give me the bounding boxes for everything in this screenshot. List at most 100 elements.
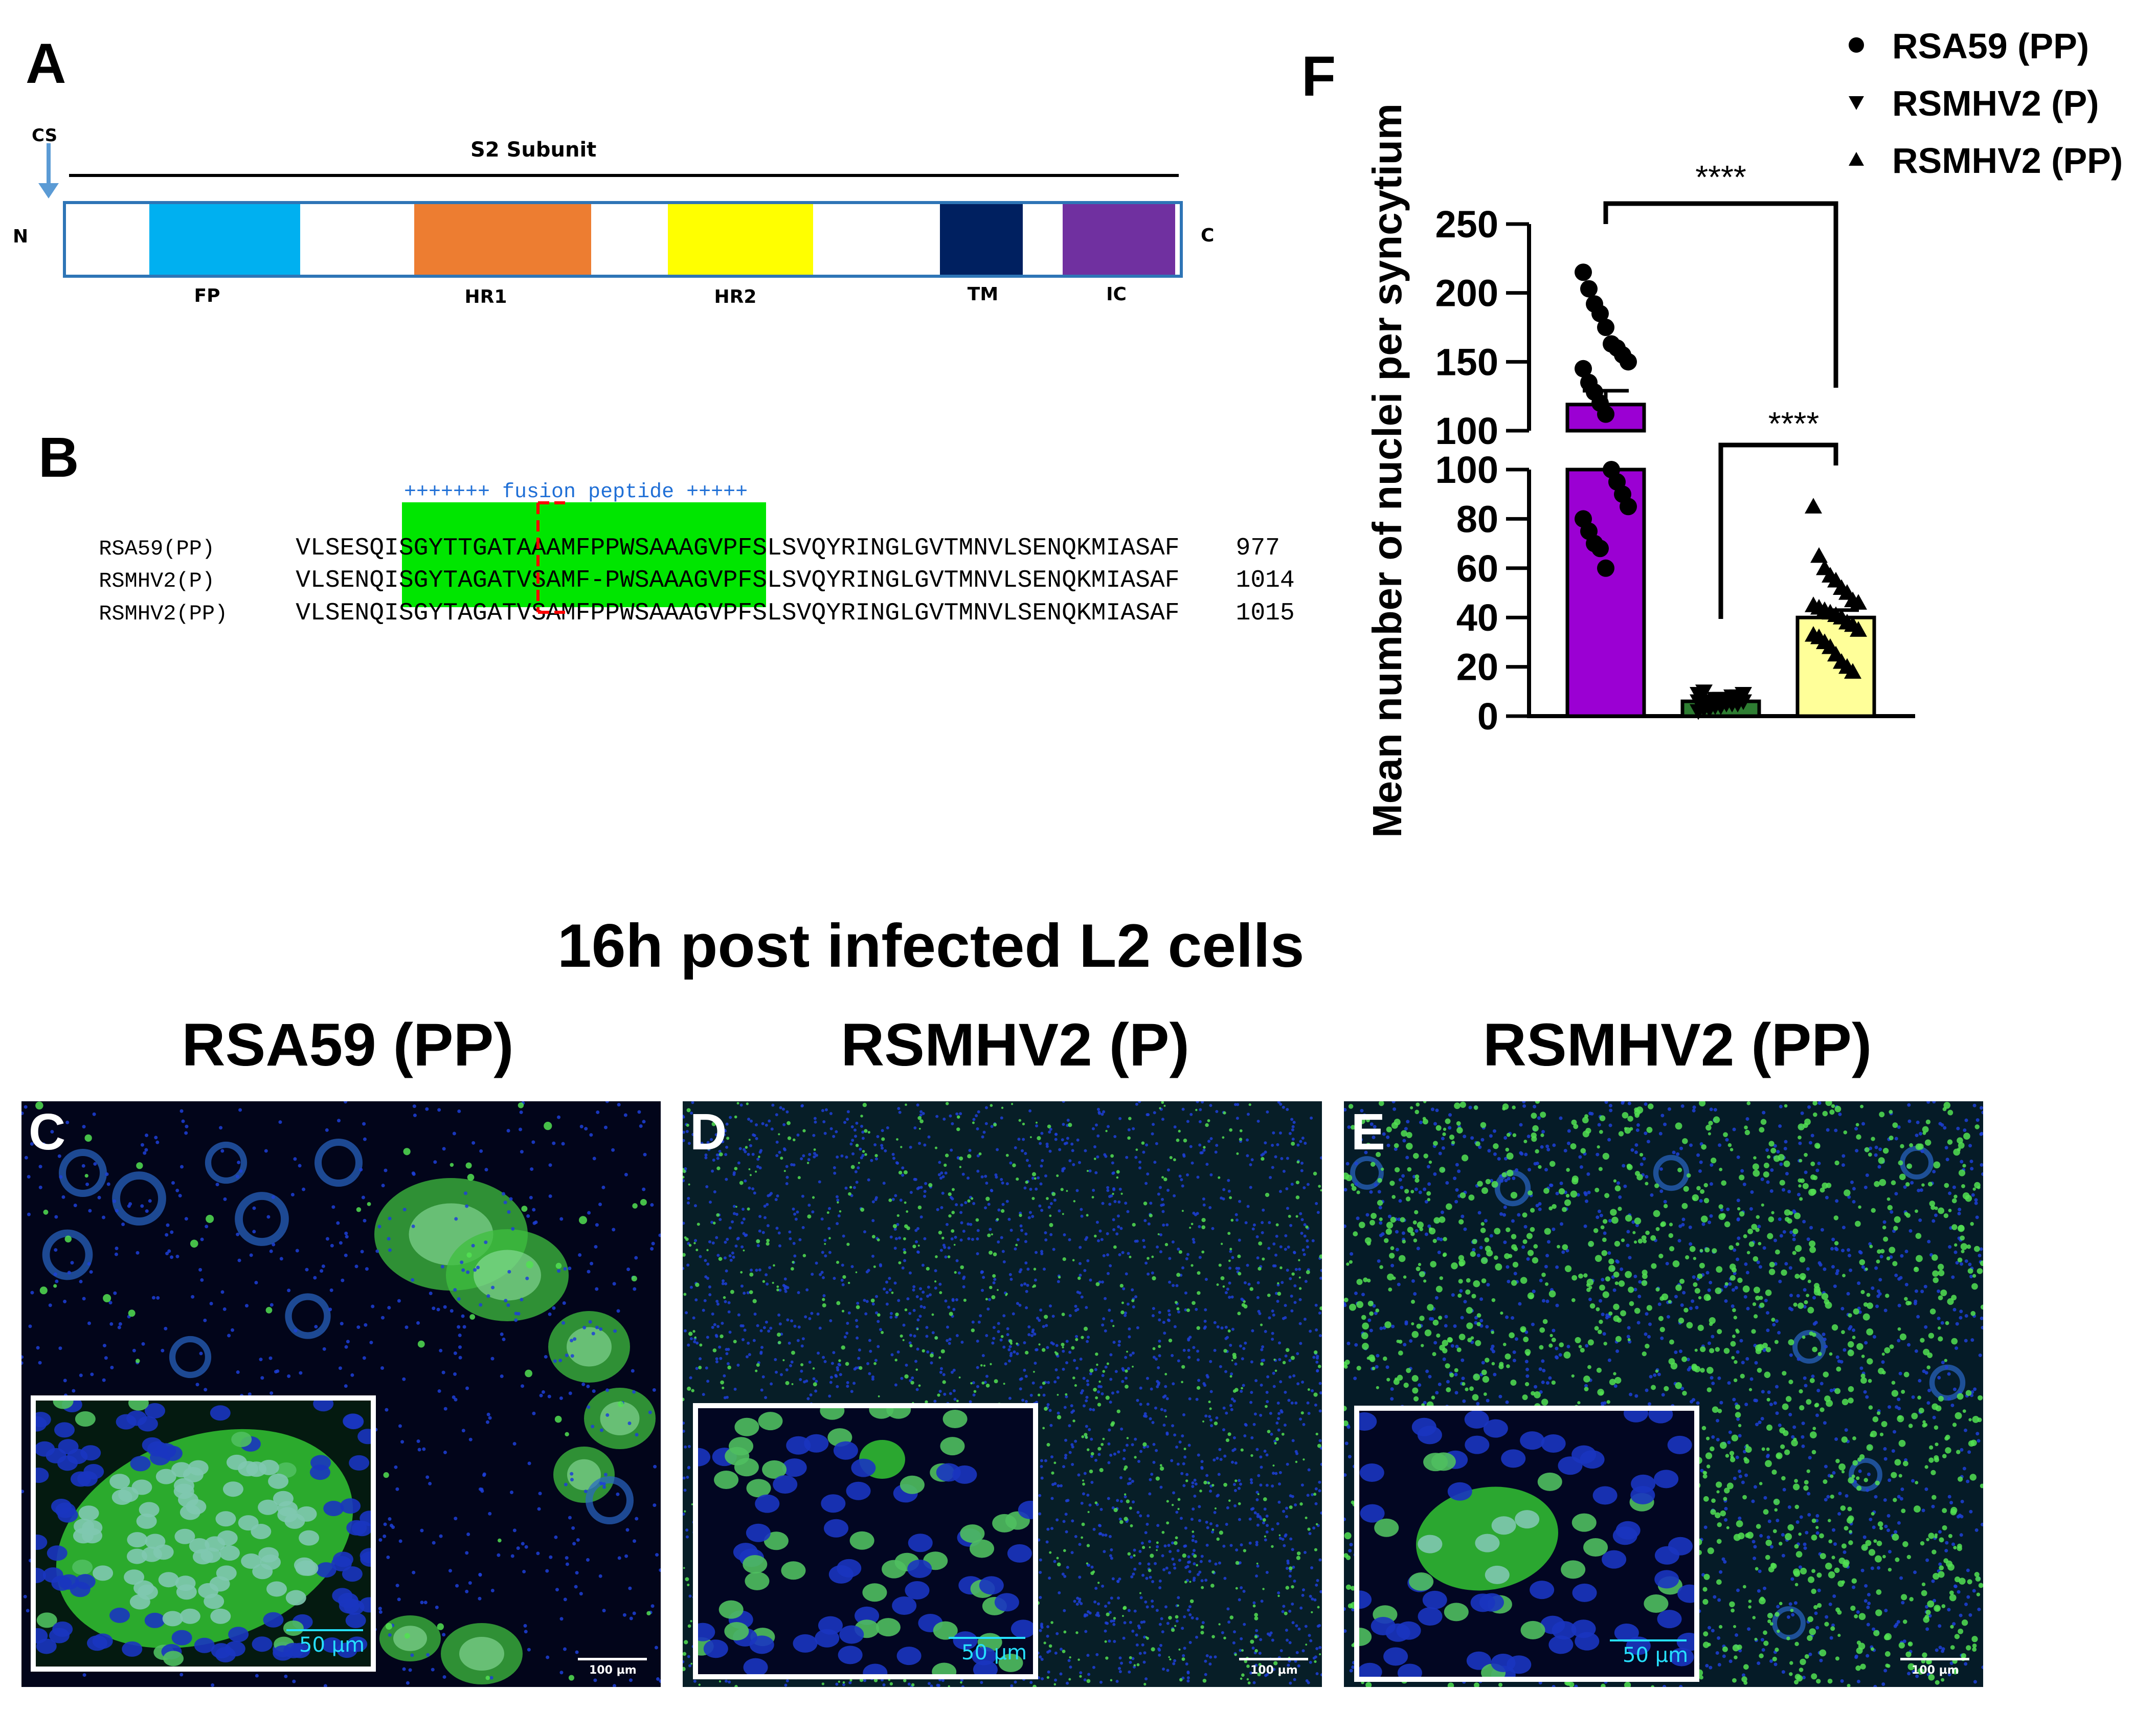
nucleus [1213,1348,1217,1352]
nucleus [1265,1390,1269,1394]
infected-cell [862,1103,867,1107]
nucleus [210,1405,231,1421]
nucleus [255,1674,259,1678]
nucleus [888,1288,892,1292]
nucleus [1031,1381,1035,1385]
nucleus [465,1589,469,1593]
infected-cell [1149,1546,1151,1548]
infected-cell [1317,1606,1320,1609]
nucleus [1271,1638,1274,1642]
nucleus [1191,1484,1195,1488]
infected-cell [1296,1556,1301,1560]
nucleus [777,1231,781,1235]
nucleus [1080,1501,1084,1505]
nucleus [1146,1445,1150,1449]
nucleus [1070,1443,1074,1447]
infected-cell [919,1119,924,1124]
nucleus [1064,1438,1068,1442]
nucleus [139,1502,160,1518]
nucleus [1753,1545,1757,1549]
nucleus [1111,1391,1114,1395]
infected-cell [1296,1160,1300,1164]
infected-cell [1033,1370,1035,1373]
nucleus [869,1349,872,1353]
nucleus [957,1271,961,1275]
nucleus [1041,1677,1044,1680]
nucleus [1042,1393,1046,1397]
nucleus [154,1136,158,1140]
nucleus [1200,1467,1204,1470]
nucleus [1665,1261,1669,1265]
nucleus [1068,1350,1072,1354]
nucleus [758,1412,783,1431]
nucleus [997,1330,1000,1334]
nucleus [173,1478,194,1494]
nucleus [210,1608,231,1624]
infected-cell [1203,1146,1206,1149]
nucleus [1289,1277,1292,1280]
nucleus [1092,1665,1095,1669]
nucleus [1182,1654,1185,1657]
infected-cell [1018,1119,1022,1122]
nucleus [1155,1449,1158,1452]
infected-cell [1096,1363,1098,1366]
nucleus [1316,1579,1319,1582]
nucleus [852,1382,856,1385]
nucleus [1168,1313,1172,1317]
nucleus [1146,1376,1149,1380]
nucleus [506,1303,510,1307]
nucleus [1093,1600,1097,1604]
nucleus [925,1326,929,1329]
nucleus [457,1109,461,1113]
nucleus [299,1530,320,1546]
infected-cell [1296,1551,1301,1556]
nucleus [998,1653,1023,1672]
infected-cell [991,1233,993,1236]
nucleus [1198,1519,1201,1522]
nucleus [175,1254,179,1258]
nucleus [959,1112,962,1116]
infected-cell [762,1280,766,1283]
nucleus [1186,1679,1190,1683]
nucleus [688,1664,692,1668]
cell-ring [1350,1156,1384,1190]
infected-cell [734,1115,737,1119]
nucleus [1159,1485,1163,1489]
nucleus [834,1374,838,1378]
nucleus [893,1281,897,1285]
nucleus [61,1195,65,1199]
nucleus [1236,1117,1239,1120]
nucleus [465,1204,469,1208]
infected-cell [498,1538,502,1543]
nucleus [1300,1232,1304,1235]
nucleus [1769,1659,1773,1663]
nucleus [1230,1397,1234,1401]
nucleus [1150,1473,1154,1476]
nucleus [1039,1142,1042,1145]
infected-cell [1116,1409,1121,1413]
nucleus [340,1322,344,1326]
nucleus [744,1234,747,1237]
infected-cell [1314,1548,1318,1551]
nucleus [658,1233,661,1237]
nucleus [1212,1458,1216,1462]
nucleus [1158,1586,1162,1590]
nucleus [725,1352,729,1356]
nucleus [1249,1163,1252,1167]
infected-cell [1089,1368,1094,1373]
nucleus [24,1105,28,1109]
infected-cell [1005,1293,1008,1295]
data-point [1575,263,1592,281]
nucleus [798,1238,802,1241]
nucleus [1960,1160,1964,1164]
nucleus [1195,1307,1198,1311]
infected-cell [904,1374,909,1379]
nucleus [222,1307,227,1311]
nucleus [797,1291,800,1294]
infected-cell [84,1134,92,1142]
nucleus [1101,1323,1105,1327]
nucleus [1151,1600,1154,1603]
nucleus [1815,1168,1820,1172]
nucleus [425,1107,429,1111]
nucleus [944,1299,948,1303]
